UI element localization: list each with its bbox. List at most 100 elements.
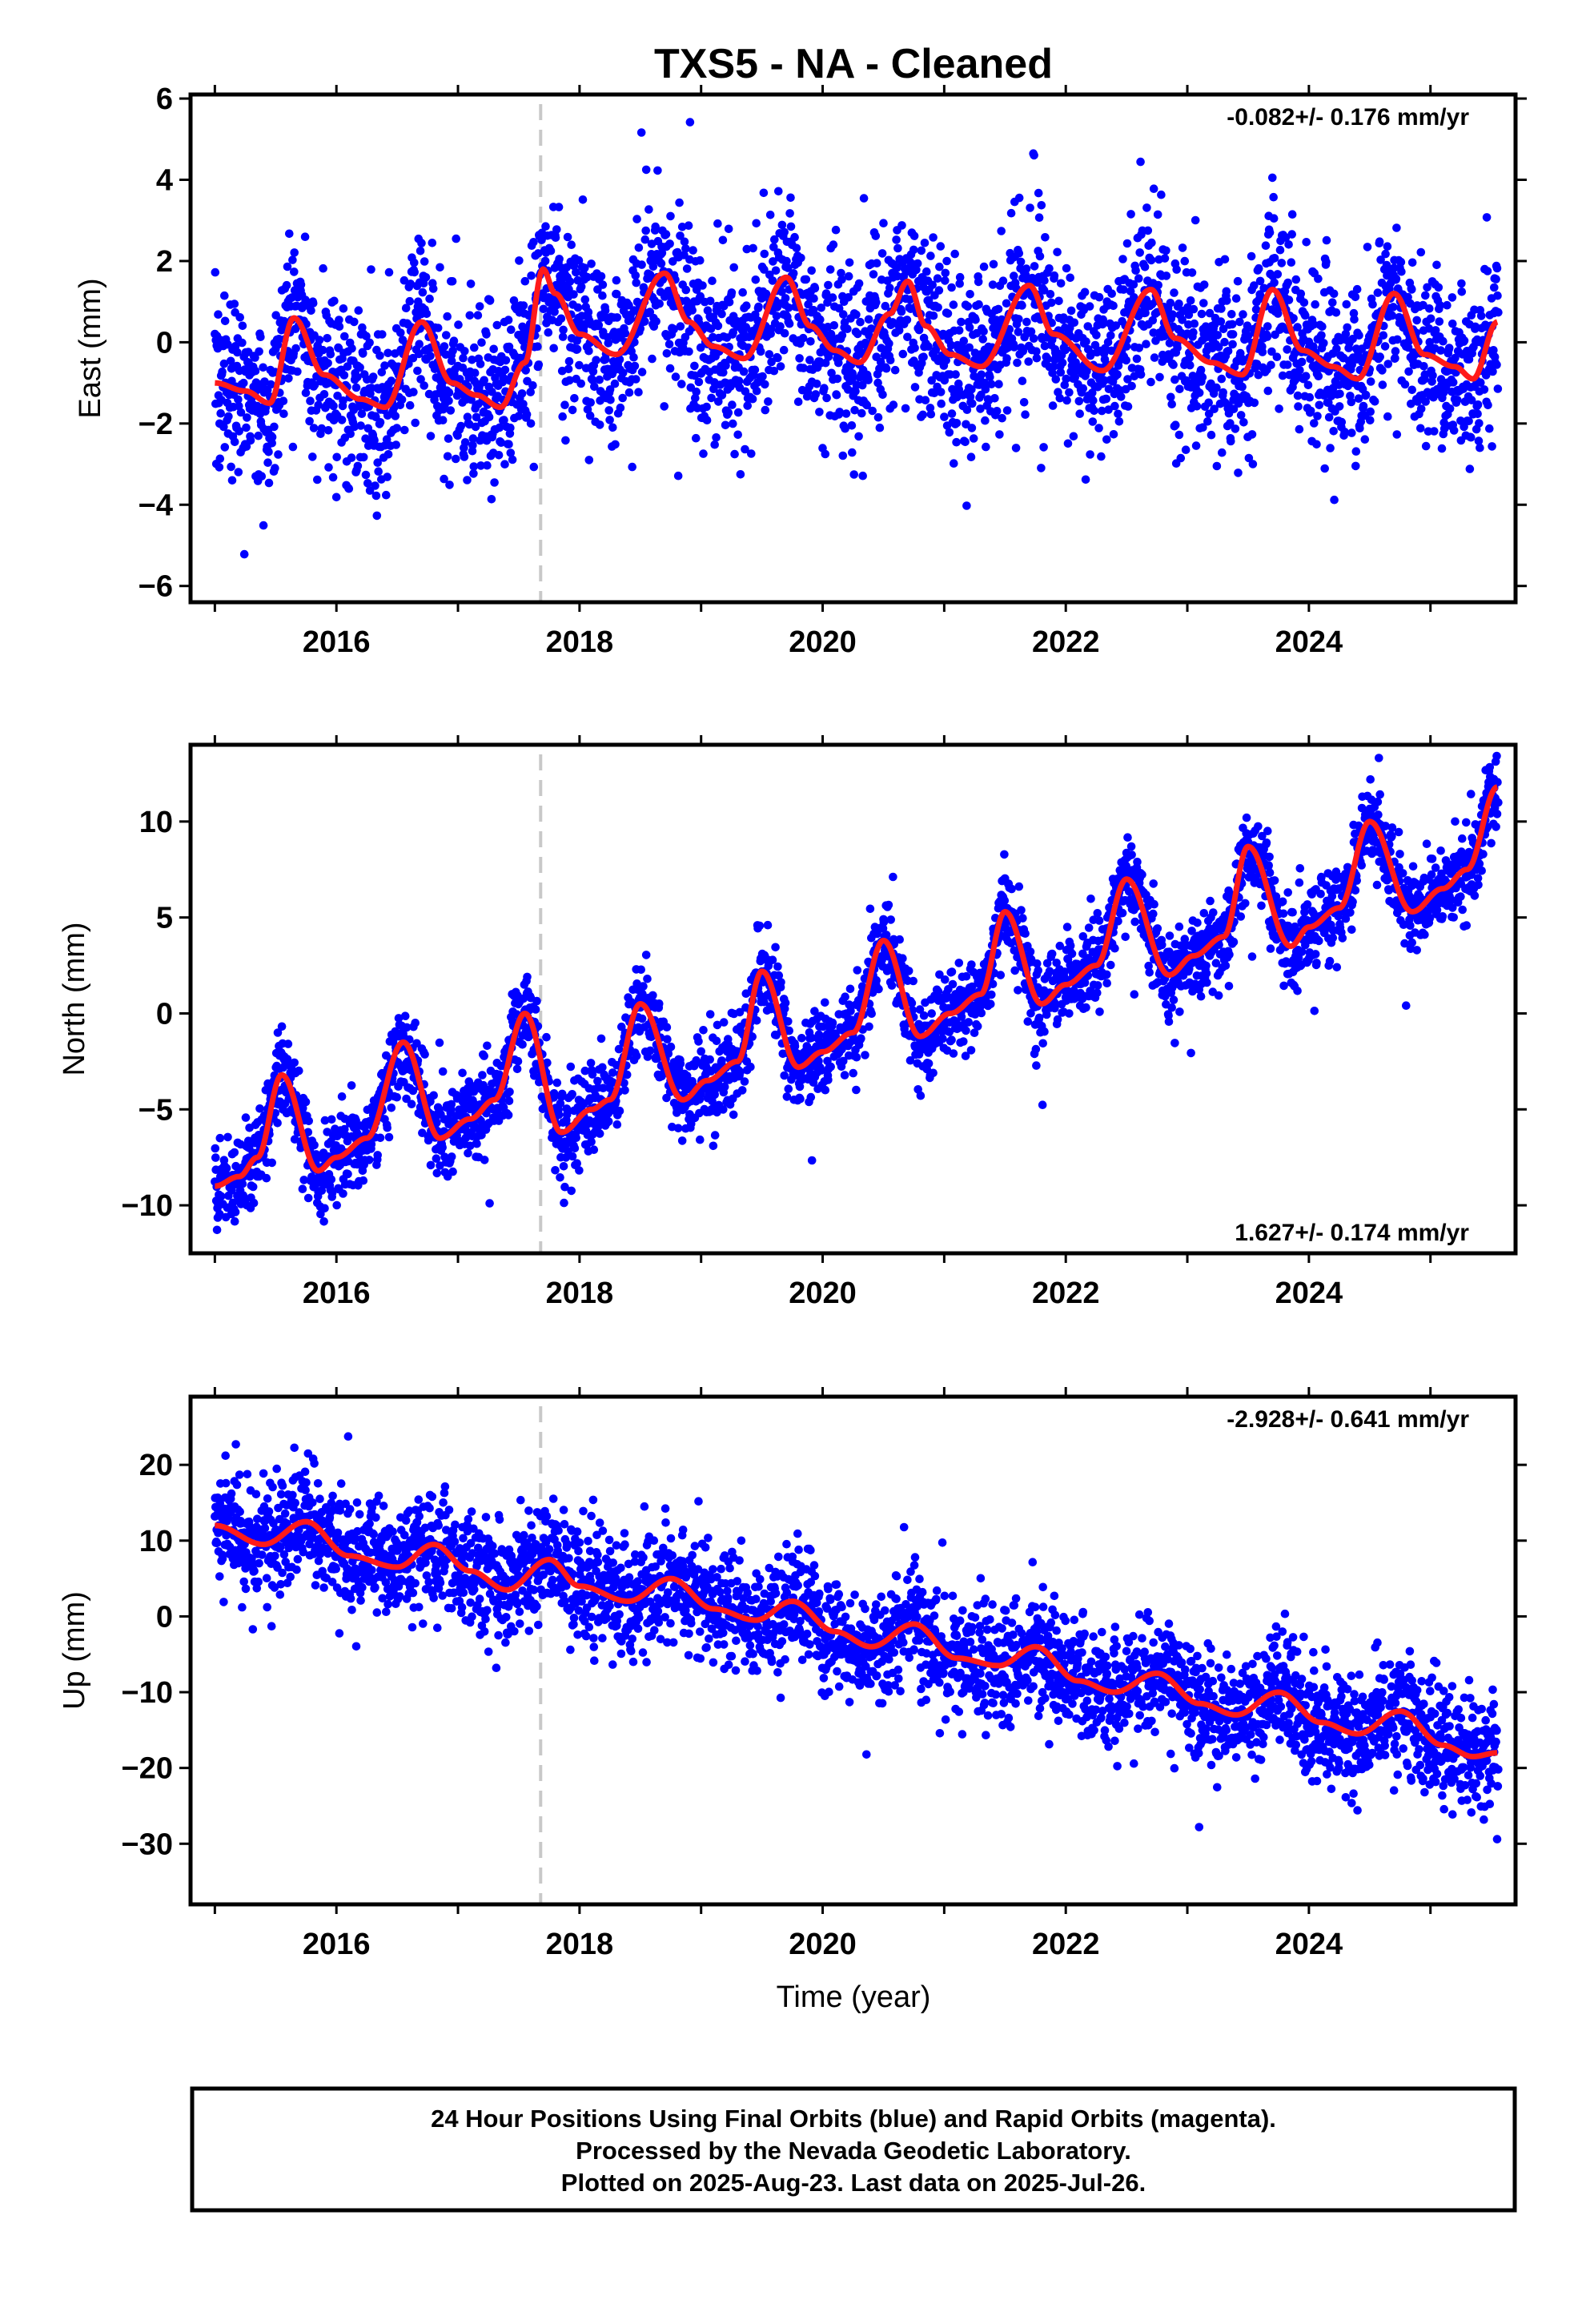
data-point	[710, 1131, 720, 1140]
data-point	[810, 283, 820, 293]
data-point	[416, 247, 425, 255]
data-point	[1493, 384, 1503, 393]
data-point	[640, 317, 649, 326]
data-point	[758, 372, 767, 381]
data-point	[1306, 406, 1315, 416]
data-point	[212, 1225, 222, 1235]
data-point	[1378, 366, 1387, 375]
data-point	[1019, 398, 1029, 407]
data-point	[270, 422, 279, 432]
plot-frame	[188, 92, 1518, 605]
data-point	[401, 304, 411, 313]
data-point	[829, 240, 838, 249]
data-point	[1250, 398, 1259, 408]
data-point	[950, 249, 959, 259]
data-point	[1219, 388, 1227, 397]
data-point	[827, 368, 836, 378]
data-point	[219, 359, 229, 368]
data-point	[776, 362, 785, 371]
data-point	[990, 394, 999, 403]
data-point	[1055, 393, 1065, 403]
data-point	[1254, 370, 1263, 380]
data-point	[730, 449, 739, 459]
data-point	[1171, 420, 1180, 429]
data-point	[598, 1063, 607, 1072]
data-point	[1376, 255, 1385, 264]
data-point	[1205, 308, 1215, 318]
data-point	[300, 232, 310, 242]
data-point	[339, 304, 348, 313]
data-point	[790, 232, 799, 242]
data-point	[1107, 289, 1116, 299]
data-point	[1301, 372, 1311, 381]
data-point	[1335, 402, 1344, 411]
data-point	[560, 400, 569, 410]
data-point	[288, 442, 298, 452]
y-tick-label: −2	[139, 408, 173, 441]
data-point	[785, 319, 794, 328]
data-point	[1388, 303, 1398, 312]
data-point	[793, 397, 803, 407]
data-point	[214, 310, 223, 320]
data-point	[1223, 347, 1233, 356]
data-point	[1160, 254, 1170, 263]
data-point	[1444, 344, 1454, 352]
data-point	[864, 315, 873, 324]
data-point	[754, 302, 763, 312]
data-point	[262, 1173, 271, 1183]
data-point	[1312, 440, 1321, 449]
data-point	[1049, 362, 1058, 372]
data-point	[665, 364, 675, 373]
data-point	[463, 412, 472, 421]
data-point	[708, 276, 717, 286]
data-point	[470, 368, 480, 378]
data-point	[1029, 334, 1038, 344]
data-point	[841, 424, 849, 433]
data-point	[1451, 353, 1460, 363]
data-point	[409, 388, 418, 396]
data-point	[1165, 339, 1174, 348]
data-point	[526, 388, 535, 396]
data-point	[937, 399, 946, 408]
data-point	[1243, 331, 1253, 340]
data-point	[1485, 424, 1494, 433]
data-point	[660, 402, 669, 411]
data-point	[1198, 372, 1207, 382]
data-point	[728, 400, 737, 409]
data-point	[1066, 306, 1076, 316]
data-point	[978, 335, 987, 344]
data-point	[998, 276, 1008, 286]
data-point	[283, 262, 292, 271]
data-point	[1332, 344, 1341, 353]
data-point	[573, 303, 583, 312]
data-point	[622, 1070, 632, 1080]
data-point	[608, 1068, 617, 1077]
data-point	[320, 1116, 330, 1125]
data-point	[1006, 208, 1016, 218]
data-point	[1074, 396, 1084, 406]
data-point	[504, 440, 513, 448]
data-point	[862, 400, 872, 410]
data-point	[1273, 270, 1283, 279]
data-point	[1490, 283, 1499, 292]
data-point	[694, 377, 704, 387]
data-point	[634, 388, 643, 397]
data-point	[542, 1032, 551, 1042]
data-point	[483, 1041, 492, 1051]
data-point	[1021, 410, 1030, 419]
data-point	[340, 332, 349, 341]
data-point	[965, 323, 974, 332]
y-axis-label: East (mm)	[74, 278, 107, 418]
data-point	[628, 462, 636, 472]
data-point	[1275, 404, 1283, 413]
data-point	[661, 230, 671, 239]
data-point	[837, 275, 846, 284]
data-point	[337, 1092, 347, 1101]
data-point	[1355, 331, 1363, 340]
data-point	[563, 232, 572, 242]
data-point	[673, 1124, 683, 1133]
x-tick-label: 2016	[303, 625, 371, 659]
data-point	[468, 356, 476, 364]
data-point	[1022, 264, 1031, 273]
data-point	[291, 344, 300, 353]
